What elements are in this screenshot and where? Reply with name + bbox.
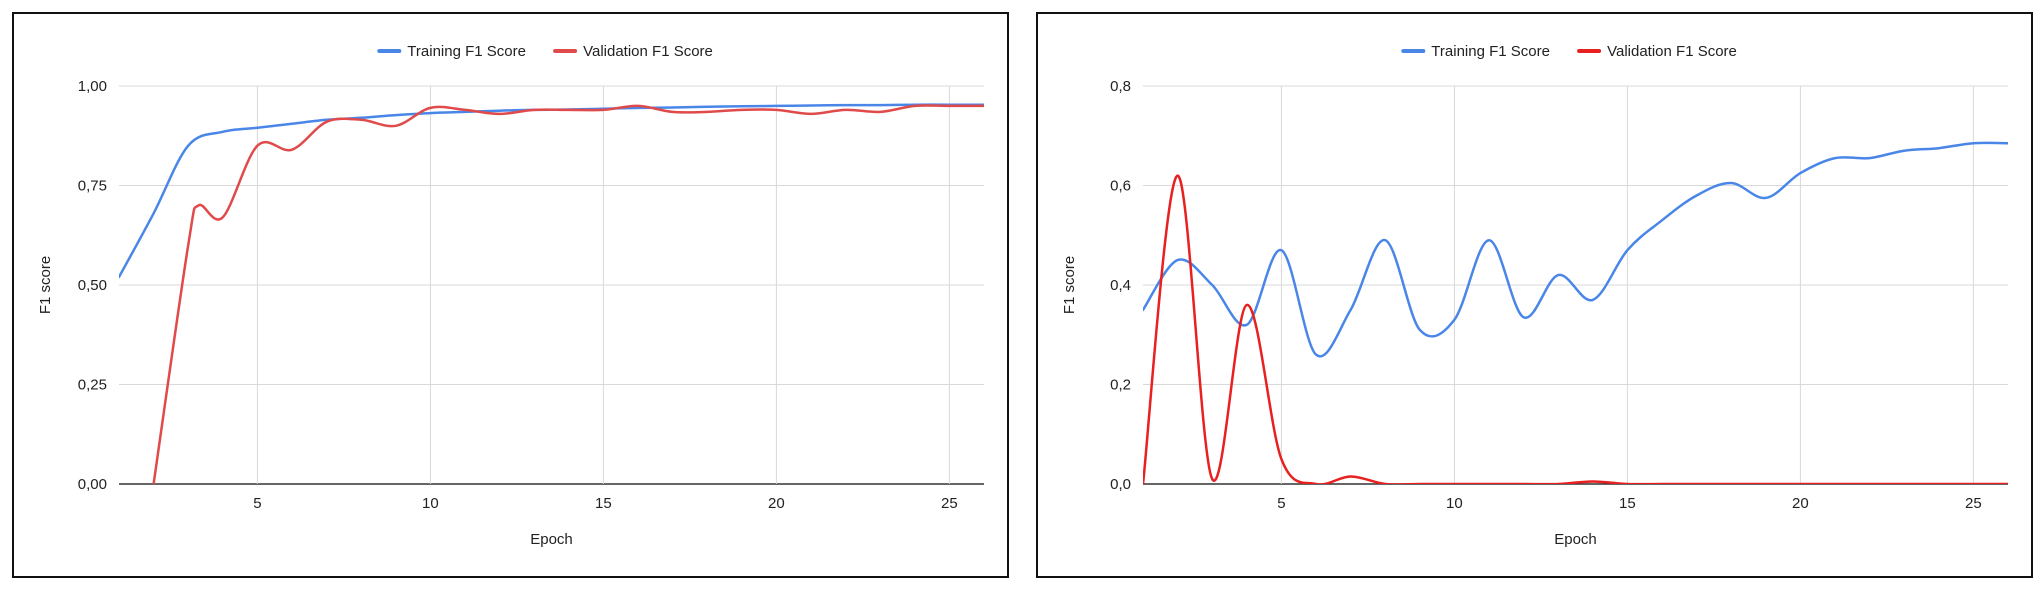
series-line-training bbox=[1143, 141, 2008, 358]
line-chart-a: 0,00 0,25 0,50 0,75 1,00 5 10 15 20 25 Epoch F1 sco… bbox=[37, 43, 984, 548]
line-chart-b: 0,0 0,2 0,4 0,6 0,8 5 10 15 20 25 Epoch F1 score Tra… bbox=[1061, 43, 2008, 548]
legend-label: Training F1 Score bbox=[407, 43, 526, 60]
gridlines bbox=[119, 85, 984, 485]
x-tick-label: 10 bbox=[1446, 495, 1463, 512]
x-tick-label: 15 bbox=[1619, 495, 1636, 512]
legend: Training F1 Score Validation F1 Score bbox=[1401, 43, 1737, 60]
legend-label: Training F1 Score bbox=[1431, 43, 1550, 60]
x-tick-label: 25 bbox=[1965, 495, 1982, 512]
chart-panel-training-validation-f1-a: 0,00 0,25 0,50 0,75 1,00 5 10 15 20 25 Epoch F1 sco… bbox=[12, 12, 1009, 578]
y-tick-label: 0,6 bbox=[1110, 178, 1131, 195]
series-line-training bbox=[119, 103, 984, 279]
y-tick-label: 0,4 bbox=[1110, 277, 1131, 294]
x-tick-label: 20 bbox=[768, 495, 785, 512]
y-tick-label: 0,0 bbox=[1110, 476, 1131, 493]
y-axis-title: F1 score bbox=[1061, 256, 1078, 314]
y-tick-label: 0,50 bbox=[78, 277, 107, 294]
x-axis-title: Epoch bbox=[1554, 531, 1597, 548]
legend-label: Validation F1 Score bbox=[1607, 43, 1737, 60]
x-tick-label: 10 bbox=[422, 495, 439, 512]
x-tick-label: 5 bbox=[253, 495, 261, 512]
y-tick-label: 0,00 bbox=[78, 476, 107, 493]
series-line-validation bbox=[1143, 174, 2008, 484]
y-tick-label: 0,8 bbox=[1110, 78, 1131, 95]
y-tick-label: 0,25 bbox=[78, 377, 107, 394]
y-tick-label: 0,75 bbox=[78, 178, 107, 195]
legend-label: Validation F1 Score bbox=[583, 43, 713, 60]
y-tick-label: 0,2 bbox=[1110, 377, 1131, 394]
x-tick-label: 5 bbox=[1277, 495, 1285, 512]
chart-panel-training-validation-f1-b: 0,0 0,2 0,4 0,6 0,8 5 10 15 20 25 Epoch F1 score Tra… bbox=[1036, 12, 2033, 578]
y-axis-title: F1 score bbox=[37, 256, 54, 314]
x-tick-label: 15 bbox=[595, 495, 612, 512]
x-tick-label: 20 bbox=[1792, 495, 1809, 512]
y-tick-label: 1,00 bbox=[78, 78, 107, 95]
legend: Training F1 Score Validation F1 Score bbox=[377, 43, 713, 60]
series-line-validation bbox=[152, 104, 984, 484]
x-axis-title: Epoch bbox=[530, 531, 573, 548]
x-tick-label: 25 bbox=[941, 495, 958, 512]
